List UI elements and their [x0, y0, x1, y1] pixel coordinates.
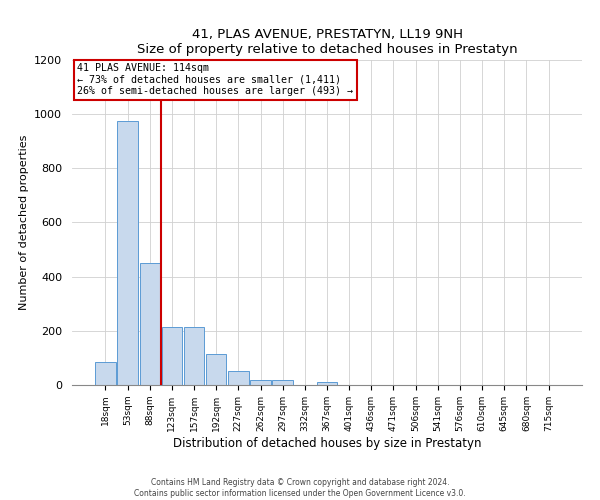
Y-axis label: Number of detached properties: Number of detached properties — [19, 135, 29, 310]
Bar — [95, 362, 116, 385]
Bar — [161, 327, 182, 385]
Bar — [250, 380, 271, 385]
Bar — [317, 382, 337, 385]
Bar — [118, 121, 138, 385]
Bar — [272, 380, 293, 385]
Title: 41, PLAS AVENUE, PRESTATYN, LL19 9NH
Size of property relative to detached house: 41, PLAS AVENUE, PRESTATYN, LL19 9NH Siz… — [137, 28, 517, 56]
Bar — [206, 354, 226, 385]
Bar — [228, 372, 248, 385]
Bar — [140, 263, 160, 385]
Bar — [184, 327, 204, 385]
X-axis label: Distribution of detached houses by size in Prestatyn: Distribution of detached houses by size … — [173, 436, 481, 450]
Text: 41 PLAS AVENUE: 114sqm
← 73% of detached houses are smaller (1,411)
26% of semi-: 41 PLAS AVENUE: 114sqm ← 73% of detached… — [77, 63, 353, 96]
Text: Contains HM Land Registry data © Crown copyright and database right 2024.
Contai: Contains HM Land Registry data © Crown c… — [134, 478, 466, 498]
